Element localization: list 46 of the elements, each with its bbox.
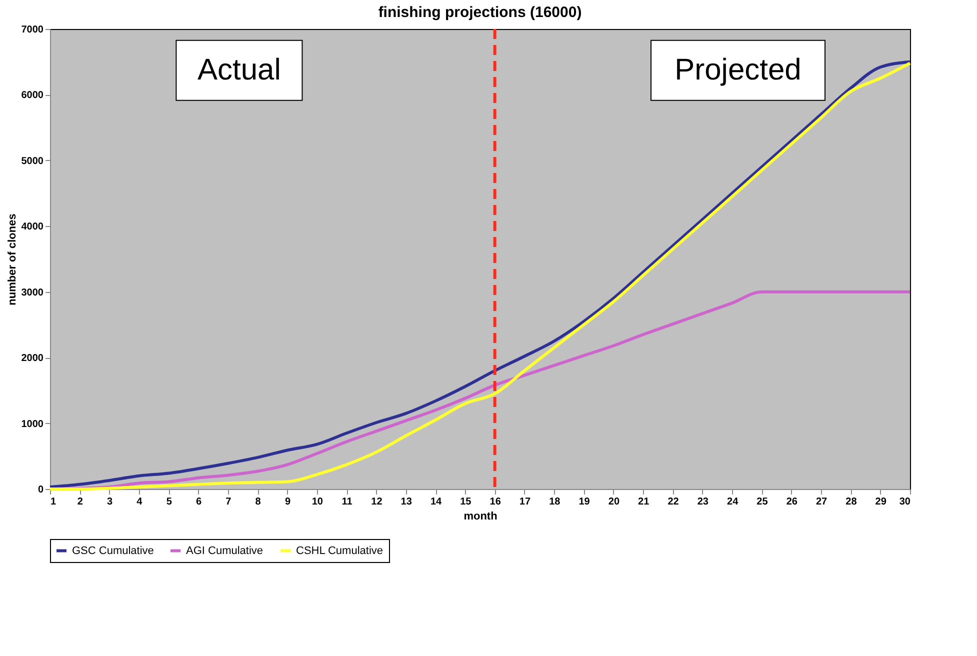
- y-tick-label: 7000: [21, 24, 44, 36]
- x-tick-label: 28: [846, 496, 858, 508]
- y-axis-title: number of clones: [6, 214, 18, 306]
- annotation: Projected: [674, 53, 802, 86]
- x-tick-label: 3: [107, 496, 114, 508]
- legend-label: GSC Cumulative: [72, 544, 154, 557]
- x-tick-label: 8: [255, 496, 262, 508]
- x-tick-label: 29: [875, 496, 887, 508]
- y-tick-label: 6000: [21, 90, 44, 102]
- x-tick-label: 19: [578, 496, 590, 508]
- legend-label: AGI Cumulative: [186, 544, 264, 557]
- x-tick-label: 1: [50, 496, 56, 508]
- x-tick-label: 17: [519, 496, 531, 508]
- x-tick-label: 12: [371, 496, 383, 508]
- y-tick-label: 1000: [21, 418, 44, 430]
- x-tick-label: 10: [312, 496, 324, 508]
- x-tick-label: 9: [284, 496, 291, 508]
- x-tick-label: 15: [460, 496, 472, 508]
- x-tick-label: 24: [727, 496, 739, 508]
- x-tick-label: 27: [816, 496, 828, 508]
- x-tick-label: 11: [342, 496, 353, 508]
- x-tick-label: 23: [697, 496, 709, 508]
- x-tick-label: 26: [786, 496, 798, 508]
- x-tick-label: 16: [490, 496, 502, 508]
- x-tick-label: 5: [166, 496, 172, 508]
- x-tick-label: 18: [549, 496, 561, 508]
- x-tick-label: 25: [756, 496, 768, 508]
- legend-label: CSHL Cumulative: [296, 544, 384, 557]
- y-tick-label: 5000: [21, 156, 44, 167]
- y-tick-label: 0: [38, 484, 44, 496]
- x-tick-label: 13: [400, 496, 412, 508]
- x-tick-label: 14: [430, 496, 442, 508]
- y-tick-label: 4000: [21, 222, 44, 233]
- x-tick-label: 21: [638, 496, 650, 508]
- y-tick-label: 3000: [21, 287, 44, 298]
- y-tick-label: 2000: [21, 353, 44, 364]
- chart-title: finishing projections (16000): [378, 4, 582, 21]
- x-tick-label: 22: [668, 496, 680, 508]
- x-tick-label: 2: [77, 496, 84, 508]
- x-tick-label: 30: [899, 496, 911, 508]
- x-tick-label: 7: [226, 496, 232, 508]
- x-tick-label: 4: [136, 496, 143, 508]
- x-tick-label: 6: [196, 496, 202, 508]
- x-axis-title: month: [464, 510, 498, 522]
- x-tick-label: 20: [608, 496, 620, 508]
- annotation: Actual: [198, 53, 281, 86]
